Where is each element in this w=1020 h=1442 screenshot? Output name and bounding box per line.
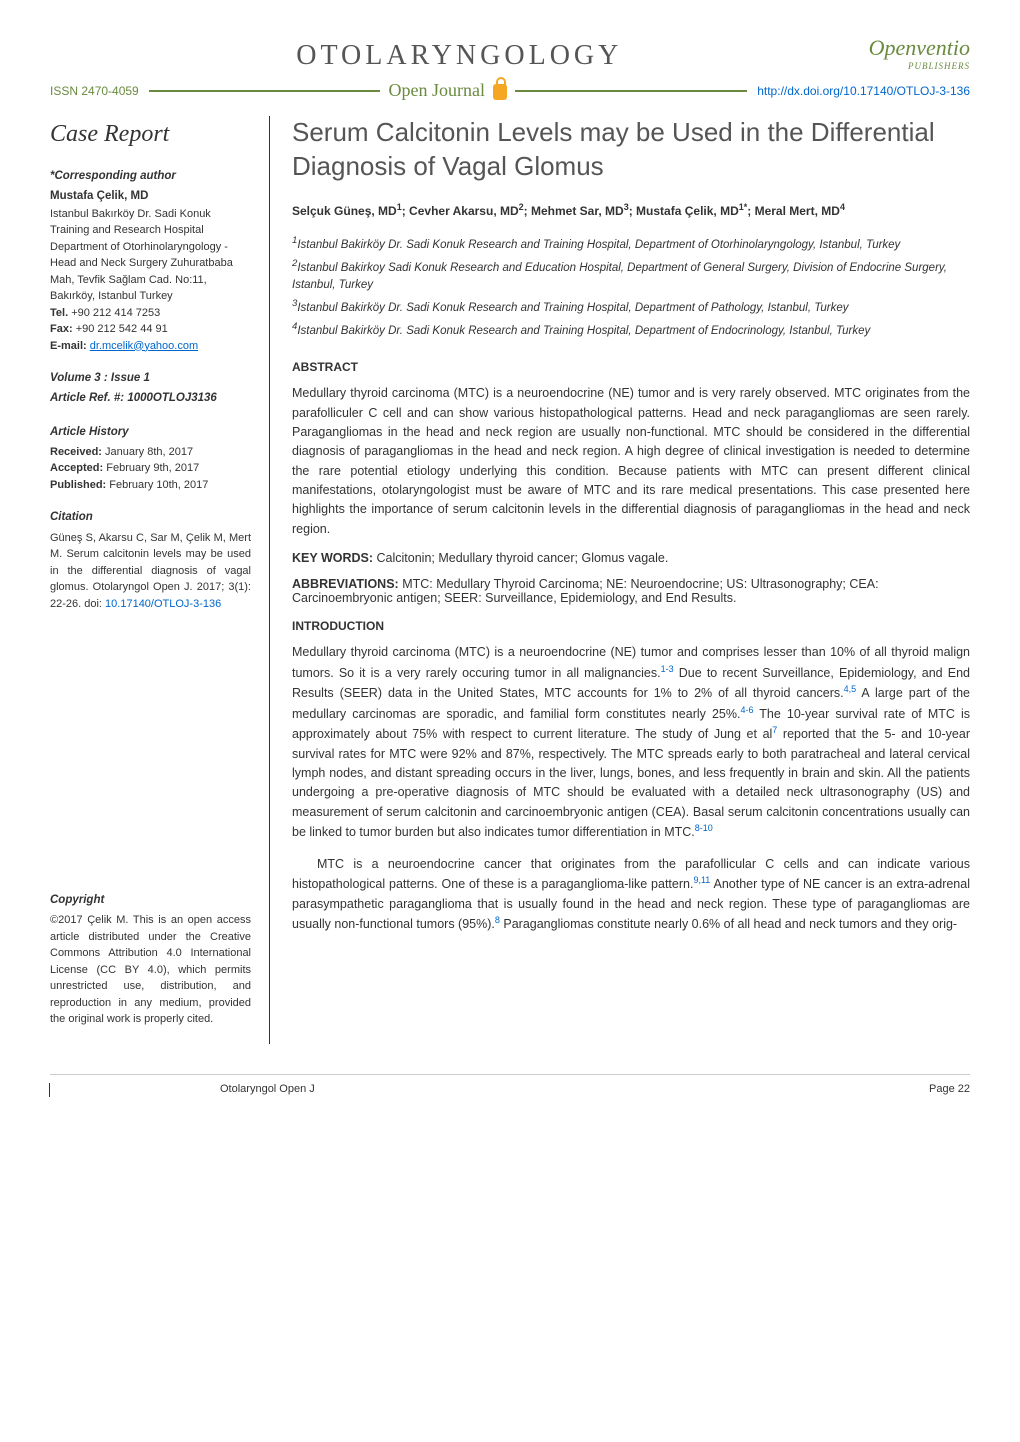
copyright-text: ©2017 Çelik M. This is an open access ar… [50, 912, 251, 1028]
affiliations-block: 1Istanbul Bakirköy Dr. Sadi Konuk Resear… [292, 234, 970, 341]
citation-doi-link[interactable]: 10.17140/OTLOJ-3-136 [105, 598, 221, 610]
fax-row: Fax: +90 212 542 44 91 [50, 321, 251, 338]
authors-line: Selçuk Güneş, MD1; Cevher Akarsu, MD2; M… [292, 202, 970, 218]
article-ref: Article Ref. #: 1000OTLOJ3136 [50, 390, 251, 407]
affiliation-1: 1Istanbul Bakirköy Dr. Sadi Konuk Resear… [292, 234, 970, 254]
keywords-line: KEY WORDS: Calcitonin; Medullary thyroid… [292, 551, 970, 565]
issn: ISSN 2470-4059 [50, 84, 139, 98]
intro-paragraph-2: MTC is a neuroendocrine cancer that orig… [292, 855, 970, 935]
open-access-icon [493, 84, 507, 100]
main-content: Serum Calcitonin Levels may be Used in t… [270, 116, 970, 1044]
sidebar: Case Report *Corresponding author Mustaf… [50, 116, 270, 1044]
citation-text: Güneş S, Akarsu C, Sar M, Çelik M, Mert … [50, 530, 251, 613]
affiliation-2: 2Istanbul Bakirkoy Sadi Konuk Research a… [292, 257, 970, 294]
header-rule: ISSN 2470-4059 Open Journal http://dx.do… [50, 80, 970, 101]
copyright-heading: Copyright [50, 892, 251, 909]
abstract-heading: ABSTRACT [292, 360, 970, 374]
journal-title: OTOLARYNGOLOGY [296, 40, 622, 72]
volume-block: Volume 3 : Issue 1 Article Ref. #: 1000O… [50, 370, 251, 408]
case-report-label: Case Report [50, 116, 251, 152]
tel-row: Tel. +90 212 414 7253 [50, 305, 251, 322]
corresponding-author-name: Mustafa Çelik, MD [50, 188, 251, 205]
corresponding-author-block: *Corresponding author Mustafa Çelik, MD … [50, 168, 251, 354]
corresponding-affiliation: Istanbul Bakırköy Dr. Sadi Konuk Trainin… [50, 206, 251, 305]
published-row: Published: February 10th, 2017 [50, 477, 251, 494]
history-heading: Article History [50, 424, 251, 441]
email-link[interactable]: dr.mcelik@yahoo.com [90, 340, 198, 352]
affiliation-4: 4Istanbul Bakirköy Dr. Sadi Konuk Resear… [292, 320, 970, 340]
volume-issue: Volume 3 : Issue 1 [50, 370, 251, 387]
corresponding-label: *Corresponding author [50, 168, 251, 185]
doi-link[interactable]: http://dx.doi.org/10.17140/OTLOJ-3-136 [757, 84, 970, 98]
publisher-name: Openventio [869, 35, 970, 60]
abstract-text: Medullary thyroid carcinoma (MTC) is a n… [292, 384, 970, 539]
open-journal-label: Open Journal [380, 80, 515, 101]
copyright-block: Copyright ©2017 Çelik M. This is an open… [50, 892, 251, 1028]
received-row: Received: January 8th, 2017 [50, 444, 251, 461]
citation-block: Citation Güneş S, Akarsu C, Sar M, Çelik… [50, 509, 251, 612]
publisher-sub: PUBLISHERS [869, 61, 970, 71]
page-footer: Otolaryngol Open J Page 22 [50, 1074, 970, 1097]
rule-line-right [515, 90, 747, 92]
affiliation-3: 3Istanbul Bakirköy Dr. Sadi Konuk Resear… [292, 297, 970, 317]
accepted-row: Accepted: February 9th, 2017 [50, 460, 251, 477]
rule-line-left [149, 90, 381, 92]
article-title: Serum Calcitonin Levels may be Used in t… [292, 116, 970, 184]
footer-page-number: Page 22 [929, 1083, 970, 1097]
publisher-logo: Openventio PUBLISHERS [869, 35, 970, 71]
intro-paragraph-1: Medullary thyroid carcinoma (MTC) is a n… [292, 643, 970, 843]
history-block: Article History Received: January 8th, 2… [50, 424, 251, 494]
abbreviations-line: ABBREVIATIONS: MTC: Medullary Thyroid Ca… [292, 577, 970, 605]
footer-journal: Otolaryngol Open J [49, 1083, 315, 1097]
email-row: E-mail: dr.mcelik@yahoo.com [50, 338, 251, 355]
citation-heading: Citation [50, 509, 251, 526]
introduction-heading: INTRODUCTION [292, 619, 970, 633]
